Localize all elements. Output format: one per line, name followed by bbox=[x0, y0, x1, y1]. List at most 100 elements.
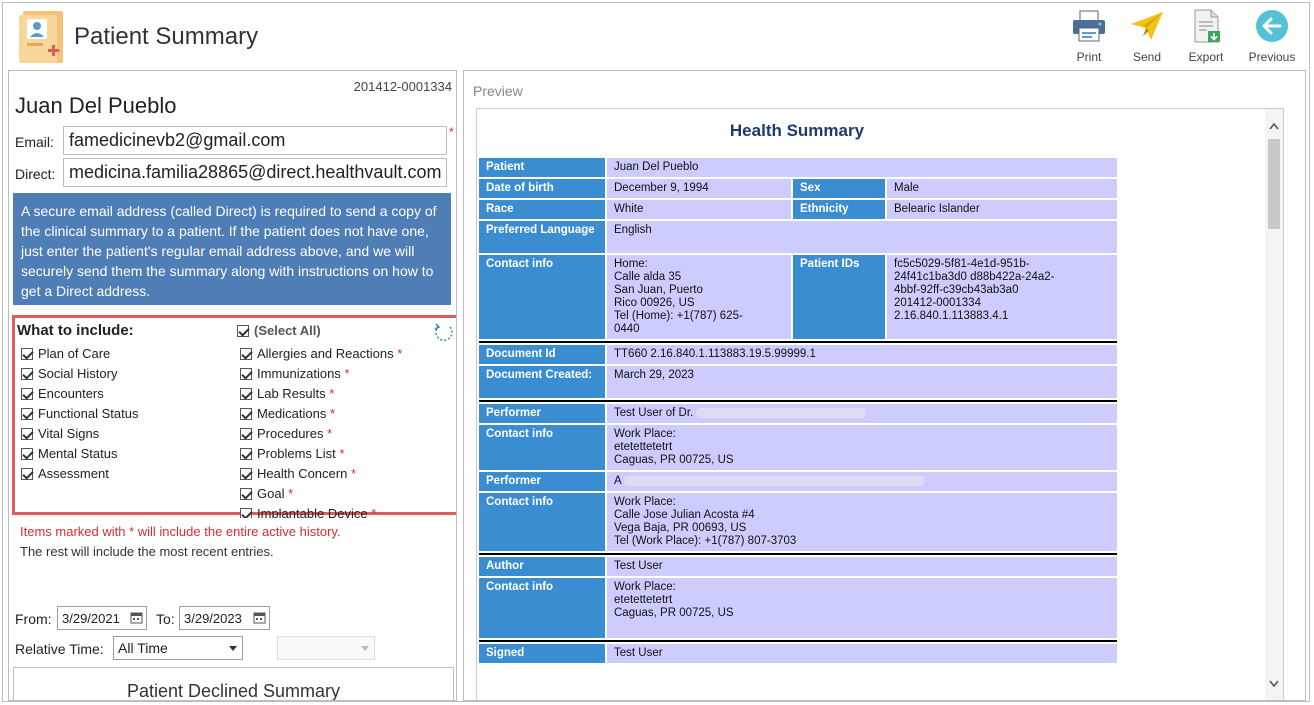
export-button[interactable]: Export bbox=[1178, 8, 1234, 64]
reset-icon[interactable] bbox=[433, 321, 455, 348]
checkbox-checked-icon bbox=[240, 348, 252, 360]
required-star: * bbox=[344, 366, 350, 381]
checkbox-label: Problems List bbox=[257, 446, 336, 461]
checkbox-checked-icon bbox=[240, 508, 252, 518]
include-problems-list[interactable]: Problems List * bbox=[240, 446, 344, 461]
id-line: 201412-0001334 bbox=[894, 297, 981, 309]
email-label: Email: bbox=[15, 134, 54, 150]
preview-panel: Preview Health Summary Patient Juan Del … bbox=[463, 70, 1306, 701]
table-row: Document Created: March 29, 2023 bbox=[479, 366, 1117, 398]
checkbox-label: Plan of Care bbox=[38, 346, 111, 361]
table-row: Patient Juan Del Pueblo bbox=[479, 158, 1117, 177]
include-implantable-device[interactable]: Implantable Device * bbox=[240, 506, 376, 518]
relative-time-select[interactable]: All Time bbox=[113, 636, 243, 660]
document-id-value: TT660 2.16.840.1.113883.19.5.99999.1 bbox=[607, 345, 1117, 364]
send-label: Send bbox=[1132, 50, 1162, 64]
include-encounters[interactable]: Encounters bbox=[21, 386, 104, 401]
performer-label: Performer bbox=[479, 404, 605, 423]
print-button[interactable]: Print bbox=[1061, 8, 1117, 64]
required-star: * bbox=[397, 346, 403, 361]
document-created-label: Document Created: bbox=[479, 366, 605, 398]
table-row: Performer A bbox=[479, 472, 1117, 491]
required-star: * bbox=[327, 426, 333, 441]
checkbox-checked-icon bbox=[21, 448, 33, 460]
checkbox-checked-icon bbox=[240, 368, 252, 380]
patient-declined-summary-button[interactable]: Patient Declined Summary bbox=[13, 667, 454, 700]
required-mark: * bbox=[449, 125, 454, 139]
redacted-text bbox=[624, 475, 925, 486]
include-vital-signs[interactable]: Vital Signs bbox=[21, 426, 99, 441]
print-label: Print bbox=[1076, 50, 1102, 64]
direct-label: Direct: bbox=[15, 166, 56, 182]
contact-line: Tel (Home): +1(787) 625- bbox=[614, 310, 743, 322]
performer-name: Test User of Dr. bbox=[614, 407, 694, 419]
dob-value: December 9, 1994 bbox=[607, 179, 791, 198]
email-field[interactable]: famedicinevb2@gmail.com bbox=[63, 126, 447, 155]
contact-line: Caguas, PR 00725, US bbox=[614, 607, 734, 619]
performer-value: Test User of Dr. bbox=[607, 404, 1117, 423]
performer-contact-value: Work Place: etetettetetrt Caguas, PR 007… bbox=[607, 425, 1117, 470]
direct-address-field[interactable]: medicina.familia28865@direct.healthvault… bbox=[63, 158, 447, 187]
send-button[interactable]: Send bbox=[1119, 8, 1175, 64]
checkbox-checked-icon bbox=[240, 488, 252, 500]
required-star: * bbox=[288, 486, 294, 501]
include-goal[interactable]: Goal * bbox=[240, 486, 293, 501]
id-line: fc5c5029-5f81-4e1d-951b- bbox=[894, 258, 1030, 270]
checkbox-label: Medications bbox=[257, 406, 327, 421]
calendar-icon[interactable] bbox=[130, 611, 143, 627]
send-options-panel: 201412-0001334 Juan Del Pueblo Email: fa… bbox=[8, 70, 457, 701]
to-label: To: bbox=[156, 611, 175, 627]
relative-time-label: Relative Time: bbox=[15, 641, 104, 657]
export-label: Export bbox=[1188, 50, 1224, 64]
from-label: From: bbox=[15, 611, 52, 627]
checkbox-checked-icon bbox=[21, 408, 33, 420]
contact-line: Home: bbox=[614, 258, 648, 270]
include-procedures[interactable]: Procedures * bbox=[240, 426, 332, 441]
contact-line: Calle alda 35 bbox=[614, 271, 682, 283]
checkbox-label: Functional Status bbox=[38, 406, 139, 421]
table-row: Contact info Home: Calle alda 35 San Jua… bbox=[479, 255, 1117, 339]
include-assessment[interactable]: Assessment bbox=[21, 466, 109, 481]
relative-time-value: All Time bbox=[118, 640, 168, 656]
include-lab-results[interactable]: Lab Results * bbox=[240, 386, 334, 401]
include-functional-status[interactable]: Functional Status bbox=[21, 406, 138, 421]
calendar-icon[interactable] bbox=[253, 611, 266, 627]
language-value: English bbox=[607, 221, 1117, 253]
checkbox-label: Social History bbox=[38, 366, 118, 381]
active-history-note: Items marked with * will include the ent… bbox=[20, 524, 341, 539]
header-bar: Patient Summary Print Send bbox=[3, 3, 1311, 69]
scroll-up-icon[interactable] bbox=[1269, 117, 1279, 135]
scrollbar-thumb[interactable] bbox=[1268, 139, 1280, 229]
signed-label: Signed bbox=[479, 644, 605, 663]
include-medications[interactable]: Medications * bbox=[240, 406, 335, 421]
include-social-history[interactable]: Social History bbox=[21, 366, 117, 381]
checkbox-label: Health Concern bbox=[257, 466, 348, 481]
sex-label: Sex bbox=[793, 179, 885, 198]
id-line: 2.16.840.1.113883.4.1 bbox=[894, 310, 1009, 322]
patient-label: Patient bbox=[479, 158, 605, 177]
contact-line: Calle Jose Julian Acosta #4 bbox=[614, 509, 755, 521]
checkbox-checked-icon bbox=[21, 468, 33, 480]
table-row: Signed Test User bbox=[479, 644, 1117, 663]
to-date-field[interactable]: 3/29/2023 bbox=[179, 606, 270, 630]
include-mental-status[interactable]: Mental Status bbox=[21, 446, 118, 461]
checkbox-label: Lab Results bbox=[257, 386, 326, 401]
document-id-label: Document Id bbox=[479, 345, 605, 364]
patient-contact-value: Home: Calle alda 35 San Juan, Puerto Ric… bbox=[607, 255, 791, 339]
section-divider bbox=[479, 640, 1117, 642]
required-star: * bbox=[371, 506, 377, 518]
scroll-down-icon[interactable] bbox=[1269, 675, 1279, 693]
ethnicity-label: Ethnicity bbox=[793, 200, 885, 219]
checkbox-checked-icon bbox=[21, 348, 33, 360]
author-label: Author bbox=[479, 557, 605, 576]
include-plan-of-care[interactable]: Plan of Care bbox=[21, 346, 110, 361]
from-date-field[interactable]: 3/29/2021 bbox=[57, 606, 147, 630]
checkbox-label: Goal bbox=[257, 486, 285, 501]
include-immunizations[interactable]: Immunizations * bbox=[240, 366, 350, 381]
select-all-checkbox[interactable]: (Select All) bbox=[237, 323, 321, 338]
include-allergies[interactable]: Allergies and Reactions * bbox=[240, 346, 402, 361]
preview-label: Preview bbox=[473, 83, 523, 99]
include-health-concern[interactable]: Health Concern * bbox=[240, 466, 356, 481]
preview-scrollbar[interactable] bbox=[1265, 109, 1283, 700]
previous-button[interactable]: Previous bbox=[1244, 8, 1300, 64]
